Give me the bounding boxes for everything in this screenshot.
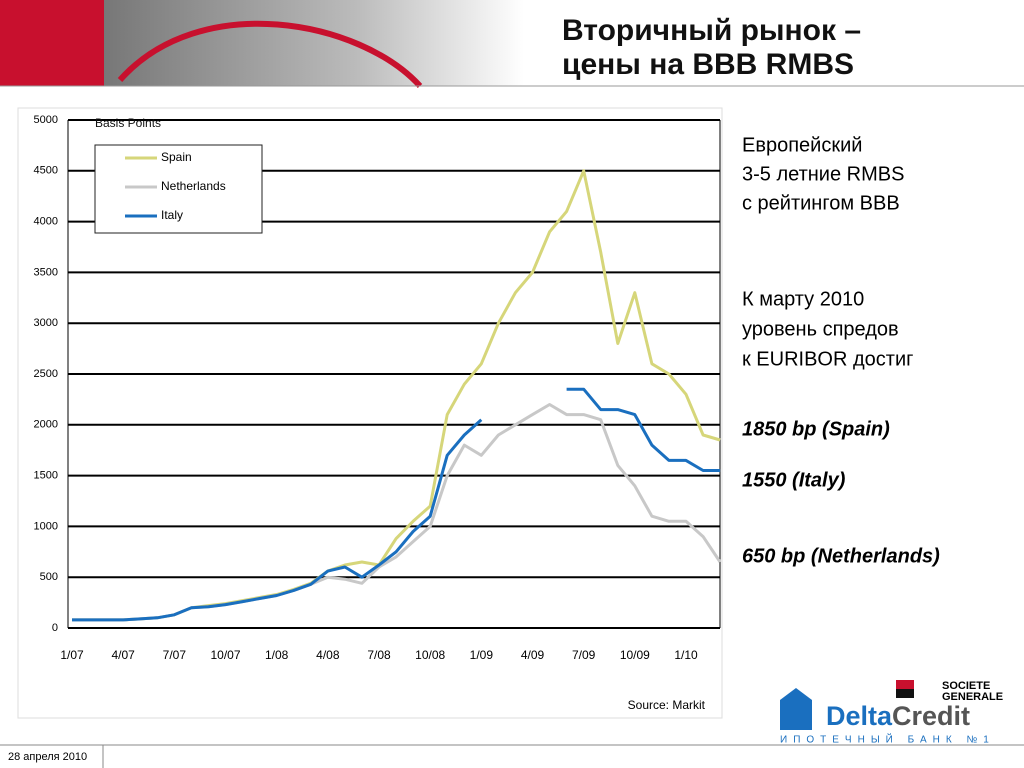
y-tick-label: 1000 [34, 520, 58, 532]
note-line: с рейтингом BBB [742, 192, 900, 214]
x-tick-label: 1/08 [265, 648, 289, 662]
chart: 0 500 1000 1500 2000 2500 3000 3500 4000 4500 5000… [34, 114, 722, 712]
y-tick-label: 1500 [34, 470, 58, 482]
note-line: Европейский [742, 134, 862, 156]
x-tick-label: 7/07 [163, 648, 187, 662]
slide-title: цены на BBB RMBS [562, 48, 854, 81]
x-tick-label: 1/10 [674, 648, 698, 662]
note-line: к EURIBOR достиг [742, 348, 913, 370]
y-tick-label: 5000 [34, 114, 58, 126]
brand-tagline: ИПОТЕЧНЫЙ БАНК №1 [780, 733, 995, 746]
y-tick-label: 4000 [34, 216, 58, 228]
x-tick-label: 7/08 [367, 648, 391, 662]
legend-label: Italy [161, 208, 183, 222]
x-tick-label: 4/08 [316, 648, 340, 662]
y-tick-label: 2000 [34, 419, 58, 431]
note-line: уровень спредов [742, 318, 899, 340]
red-band [0, 0, 104, 86]
slide-title: Вторичный рынок – [562, 14, 861, 47]
level-note: 1550 (Italy) [742, 469, 846, 491]
level-note: 1850 bp (Spain) [742, 418, 890, 440]
x-tick-label: 1/09 [470, 648, 494, 662]
brand-icon [780, 688, 812, 730]
y-tick-label: 3000 [34, 317, 58, 329]
note-line: 3-5 летние RMBS [742, 163, 904, 185]
x-tick-label: 1/07 [60, 648, 84, 662]
x-tick-label: 4/07 [111, 648, 135, 662]
notes: Европейский 3-5 летние RMBS с рейтингом BB… [742, 134, 940, 567]
y-tick-label: 500 [40, 571, 58, 583]
bank-name: GENERALE [942, 691, 1003, 703]
x-tick-label: 10/07 [210, 648, 240, 662]
series-line [72, 387, 721, 622]
source: Source: Markit [628, 698, 706, 712]
y-tick-label: 3500 [34, 266, 58, 278]
photo-swoosh [117, 20, 423, 89]
legend-label: Netherlands [161, 179, 226, 193]
y-tick-label: 2500 [34, 368, 58, 380]
x-tick-label: 10/09 [620, 648, 650, 662]
legend-label: Spain [161, 150, 192, 164]
level-note: 650 bp (Netherlands) [742, 545, 940, 567]
y-axis-label: Basis Points [95, 116, 161, 130]
note-line: К марту 2010 [742, 288, 864, 310]
x-tick-label: 7/09 [572, 648, 596, 662]
x-tick-label: 10/08 [415, 648, 445, 662]
y-tick-label: 4500 [34, 165, 58, 177]
bank-logo [896, 689, 914, 698]
y-tick-label: 0 [52, 622, 58, 634]
x-tick-label: 4/09 [521, 648, 545, 662]
brand: DeltaCredit [826, 701, 970, 731]
legend [94, 144, 263, 234]
footer-date: 28 апреля 2010 [8, 751, 87, 763]
bank-name: SOCIETE [942, 680, 990, 692]
